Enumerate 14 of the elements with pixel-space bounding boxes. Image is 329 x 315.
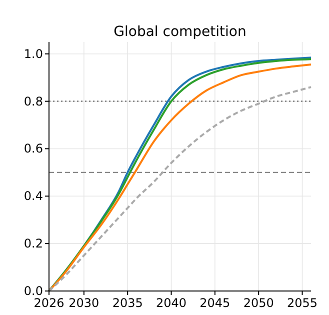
y-tick-label: 0.2 xyxy=(24,236,43,251)
x-tick-label: 2030 xyxy=(68,296,100,310)
x-tick-label: 2040 xyxy=(156,296,187,310)
x-tick-label: 2035 xyxy=(112,296,143,310)
y-tick-label: 0.0 xyxy=(24,284,43,298)
x-tick-label: 2026 xyxy=(34,296,64,310)
x-tick-label: 2055 xyxy=(286,296,318,310)
chart-title: Global competition xyxy=(114,24,246,40)
x-tick-label: 2050 xyxy=(243,296,274,310)
y-tick-label: 0.8 xyxy=(24,94,43,108)
y-tick-label: 1.0 xyxy=(24,46,43,61)
y-tick-label: 0.4 xyxy=(24,189,43,204)
y-tick-label: 0.6 xyxy=(24,142,43,156)
x-tick-label: 2045 xyxy=(200,296,230,310)
